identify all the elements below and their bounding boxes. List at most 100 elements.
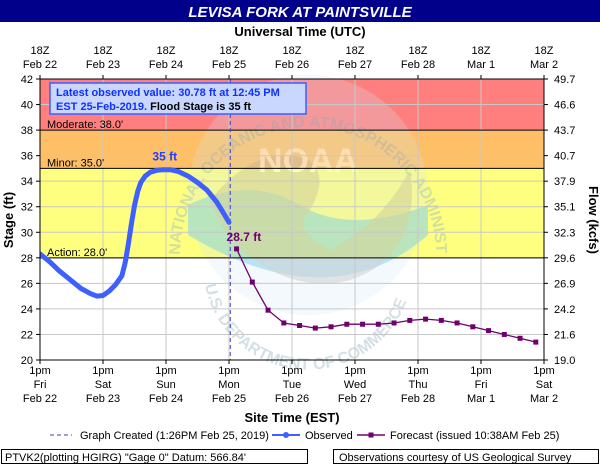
x-tick-date-5: Feb 27 [338,393,372,405]
axis-ticks: 20 19.0 22 21.6 24 24.2 26 26.9 28 29.6 30 32.3 32 35… [21,45,576,405]
y-tick-label-11: 42 [21,74,33,86]
top-tick-time-3: 18Z [220,45,239,57]
noaa-seal-name: NOAA [258,142,358,180]
y2-tick-label-5: 32.3 [554,227,575,239]
top-tick-time-0: 18Z [31,45,50,57]
observed-point-28 [226,220,232,225]
forecast-point-6 [328,324,334,330]
top-tick-date-8: Mar 2 [530,59,558,71]
observed-point-8 [107,288,112,294]
y-tick-label-7: 34 [21,176,33,188]
x-tick-day-3: Mon [218,379,239,391]
x-tick-time-4: 1pm [281,365,302,377]
y2-tick-label-4: 29.6 [554,253,575,265]
info-box-date: EST 25-Feb-2019. [56,101,147,113]
forecast-point-7 [344,321,350,327]
forecast-point-19 [533,339,539,345]
x-tick-time-2: 1pm [155,365,176,377]
x-tick-day-8: Sat [536,379,553,391]
top-tick-date-2: Feb 24 [149,59,183,71]
top-tick-date-3: Feb 25 [212,59,246,71]
forecast-point-8 [360,321,366,327]
top-tick-date-7: Mar 1 [467,59,495,71]
forecast-start-label: 28.7 ft [227,230,262,244]
observed-point-23 [185,173,191,179]
y-tick-label-1: 22 [21,329,33,341]
y2-tick-label-11: 49.7 [554,74,575,86]
forecast-point-10 [391,320,397,326]
top-tick-date-5: Feb 27 [338,59,372,71]
observed-point-18 [148,170,153,175]
forecast-point-0 [234,246,240,252]
forecast-point-13 [438,317,444,323]
legend-observed-label: Observed [305,430,353,442]
observed-point-21 [168,167,173,172]
crest-label: 35 ft [152,149,177,163]
forecast-point-2 [265,307,271,313]
threshold-label-0: Moderate: 38.0' [47,119,123,131]
x-tick-date-4: Feb 26 [275,393,309,405]
top-tick-time-8: 18Z [535,45,554,57]
observed-point-25 [204,187,210,193]
observed-point-20 [160,167,166,172]
y2-tick-label-2: 24.2 [554,304,575,316]
x-tick-day-1: Sat [95,379,112,391]
observed-point-5 [88,291,93,296]
observed-point-19 [154,168,159,173]
top-tick-date-0: Feb 22 [23,59,57,71]
observed-point-17 [143,173,148,179]
forecast-point-9 [375,321,381,327]
forecast-point-18 [517,335,523,341]
threshold-lines: Moderate: 38.0' Minor: 35.0' Action: 28.0' [40,79,544,360]
x-tick-date-3: Feb 25 [212,393,246,405]
observed-point-3 [69,278,74,284]
x-tick-date-8: Mar 2 [530,393,558,405]
forecast-point-17 [501,331,507,337]
top-tick-time-6: 18Z [409,45,428,57]
top-tick-time-4: 18Z [283,45,302,57]
footer-left-box [1,449,308,464]
x-tick-time-6: 1pm [407,365,428,377]
observed-point-26 [214,199,219,204]
y-tick-label-0: 20 [21,355,33,367]
y2-tick-label-8: 40.7 [554,151,575,163]
info-box-line1: Latest observed value: 30.78 ft at 12:45… [56,87,280,99]
grid-lines [40,79,544,360]
y2-tick-label-9: 43.7 [554,125,575,137]
info-box-flood-stage: Flood Stage is 35 ft [147,101,251,113]
top-tick-time-7: 18Z [472,45,491,57]
x-axis-title: Site Time (EST) [244,410,339,425]
x-tick-day-7: Fri [475,379,488,391]
y2-tick-label-1: 21.6 [554,329,575,341]
top-tick-time-1: 18Z [94,45,113,57]
top-tick-time-5: 18Z [346,45,365,57]
info-box-frame [49,82,307,115]
x-tick-date-0: Feb 22 [23,393,57,405]
x-tick-time-3: 1pm [218,365,239,377]
footer-right-text: Observations courtesy of US Geological S… [339,452,572,464]
forecast-point-3 [281,320,287,326]
y-tick-label-2: 24 [21,304,33,316]
y-tick-label-10: 40 [21,100,33,112]
x-tick-date-7: Mar 1 [467,393,495,405]
y-tick-label-8: 36 [21,151,33,163]
top-axis-title: Universal Time (UTC) [234,24,365,39]
legend-observed-marker [283,432,289,438]
observed-point-12 [126,242,131,248]
legend: Graph Created (1:26PM Feb 25, 2019) Obse… [50,430,559,442]
observed-point-14 [132,203,137,208]
info-box: Latest observed value: 30.78 ft at 12:45… [49,82,307,115]
top-tick-date-1: Feb 23 [86,59,120,71]
observed-point-11 [122,260,128,266]
observed-point-9 [113,282,118,287]
y2-tick-label-0: 19.0 [554,355,575,367]
x-tick-day-2: Sun [156,379,176,391]
top-tick-time-2: 18Z [157,45,176,57]
forecast-point-5 [312,325,318,331]
x-tick-time-7: 1pm [470,365,491,377]
noaa-seal-wave [188,190,428,278]
x-tick-day-6: Thu [409,379,428,391]
observed-point-4 [78,286,84,291]
observed-point-0 [40,251,43,257]
y2-tick-label-7: 37.9 [554,176,575,188]
